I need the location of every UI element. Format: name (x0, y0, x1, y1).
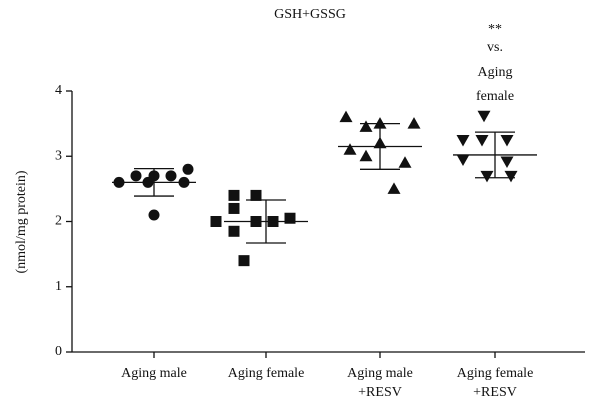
point (475, 134, 489, 147)
point (398, 156, 412, 168)
point (373, 117, 387, 129)
y-axis-label: (nmol/mg protein) (14, 170, 29, 273)
point (456, 154, 470, 167)
point (500, 134, 514, 147)
point (228, 202, 240, 214)
point (359, 149, 373, 162)
annotation: Aging (478, 65, 513, 80)
x-tick-label: +RESV (473, 385, 517, 400)
point (130, 170, 142, 182)
point (228, 189, 240, 201)
point (500, 156, 514, 168)
point (284, 212, 296, 224)
x-tick-label: Aging male (347, 366, 413, 381)
point (359, 120, 373, 132)
point (228, 225, 240, 237)
annotation: vs. (487, 40, 503, 55)
point (182, 163, 194, 175)
point (343, 143, 357, 155)
y-tick-label: 0 (55, 344, 62, 359)
point (504, 170, 518, 183)
x-tick-label: Aging female (228, 366, 305, 381)
point (480, 170, 494, 183)
x-tick-label: +RESV (358, 385, 402, 400)
point (210, 216, 222, 227)
point (165, 170, 177, 182)
point (339, 110, 353, 123)
y-tick-label: 4 (55, 83, 62, 98)
annotation: female (476, 89, 514, 104)
point (387, 182, 401, 194)
y-tick-label: 3 (55, 148, 62, 163)
point (407, 117, 421, 129)
point (477, 110, 491, 123)
y-tick-label: 1 (55, 279, 62, 294)
x-tick-label: Aging female (457, 366, 534, 381)
chart-title: GSH+GSSG (274, 7, 346, 22)
point (250, 189, 262, 201)
point (148, 209, 160, 221)
x-tick-label: Aging male (121, 366, 187, 381)
annotation: ** (488, 22, 502, 37)
y-tick-label: 2 (55, 214, 62, 229)
point (238, 255, 250, 267)
point (456, 134, 470, 147)
